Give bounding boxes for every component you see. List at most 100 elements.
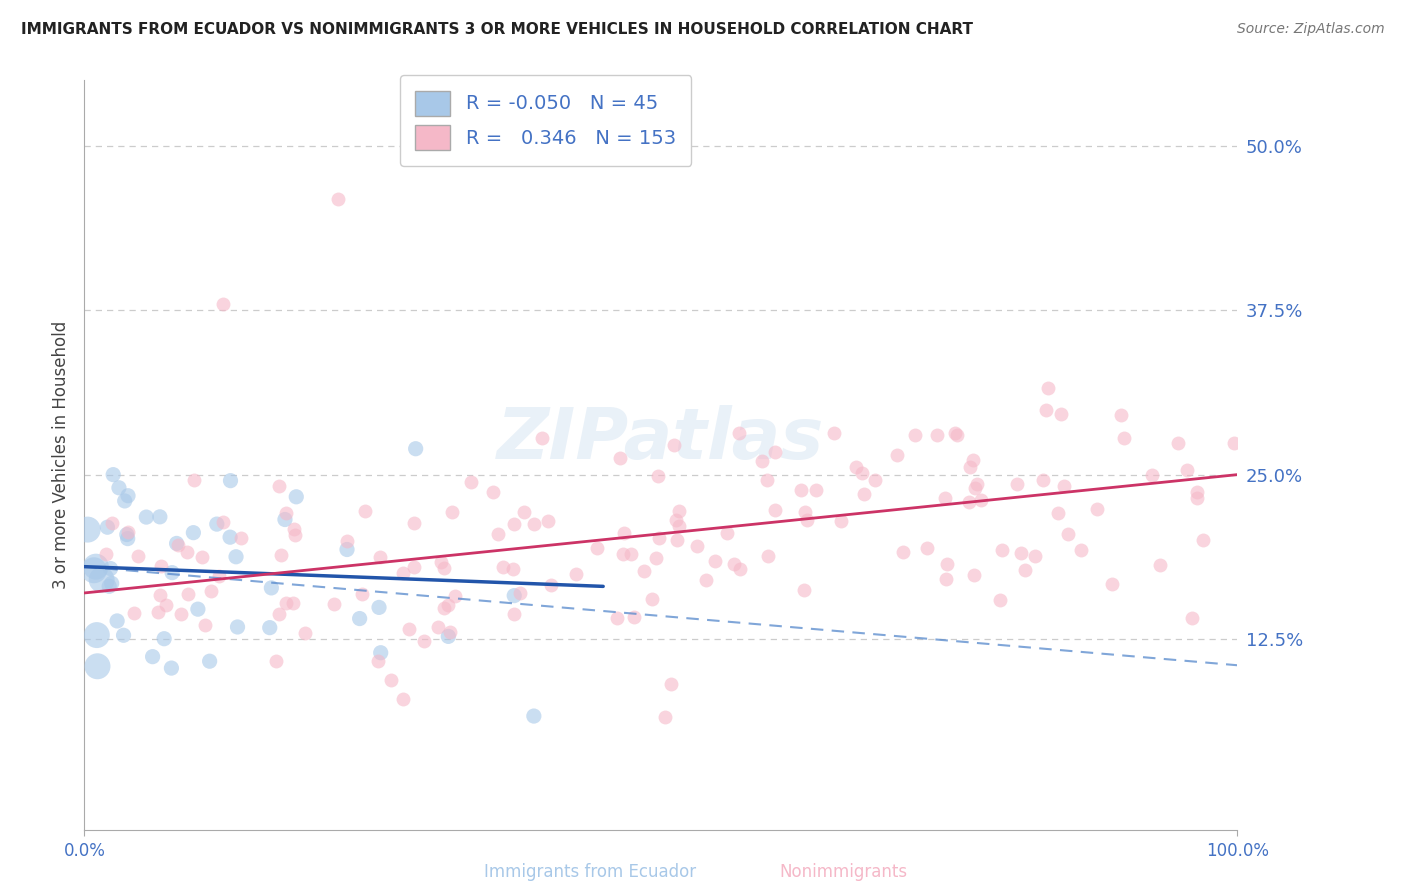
Point xyxy=(763,445,786,459)
Point xyxy=(686,539,709,553)
Point xyxy=(668,519,690,533)
Point xyxy=(114,494,136,508)
Point xyxy=(1057,527,1080,541)
Point xyxy=(225,549,247,564)
Point xyxy=(623,610,645,624)
Point xyxy=(368,549,391,564)
Point xyxy=(620,547,643,561)
Point xyxy=(1024,549,1046,564)
Point xyxy=(437,629,460,643)
Point xyxy=(756,549,779,563)
Point xyxy=(368,600,391,615)
Point xyxy=(460,475,482,489)
Point xyxy=(150,558,173,573)
Point xyxy=(886,448,908,462)
Point xyxy=(755,473,778,487)
Point xyxy=(647,469,669,483)
Point xyxy=(523,517,546,532)
Point xyxy=(503,607,526,621)
Point xyxy=(108,481,131,495)
Point xyxy=(176,544,198,558)
Point xyxy=(659,677,682,691)
Point xyxy=(957,495,980,509)
Point xyxy=(205,517,228,532)
Point xyxy=(1047,507,1070,521)
Point xyxy=(586,541,609,556)
Point xyxy=(668,504,690,518)
Point xyxy=(728,562,751,576)
Point xyxy=(633,564,655,578)
Point xyxy=(90,573,112,587)
Point xyxy=(283,596,305,610)
Point xyxy=(925,427,948,442)
Point xyxy=(934,491,956,505)
Point xyxy=(336,533,359,548)
Point xyxy=(166,536,188,550)
Point xyxy=(285,490,308,504)
Point xyxy=(486,527,509,541)
Point xyxy=(606,611,628,625)
Text: ZIPatlas: ZIPatlas xyxy=(498,406,824,475)
Point xyxy=(443,589,465,603)
Point xyxy=(1052,478,1074,492)
Text: Source: ZipAtlas.com: Source: ZipAtlas.com xyxy=(1237,22,1385,37)
Point xyxy=(219,530,242,544)
Point xyxy=(160,661,183,675)
Point xyxy=(391,566,413,580)
Point xyxy=(352,587,374,601)
Point xyxy=(191,549,214,564)
Point xyxy=(219,474,242,488)
Point xyxy=(198,654,221,668)
Point xyxy=(146,605,169,619)
Point xyxy=(1223,435,1246,450)
Point xyxy=(160,566,183,580)
Point xyxy=(117,532,139,546)
Point xyxy=(142,649,165,664)
Point xyxy=(1185,491,1208,505)
Point xyxy=(127,549,149,564)
Point xyxy=(648,531,671,545)
Point xyxy=(481,484,503,499)
Point xyxy=(354,503,377,517)
Point xyxy=(112,628,135,642)
Point xyxy=(641,592,664,607)
Point xyxy=(695,574,717,588)
Point xyxy=(503,517,526,532)
Point xyxy=(530,431,553,445)
Point xyxy=(1167,436,1189,450)
Text: IMMIGRANTS FROM ECUADOR VS NONIMMIGRANTS 3 OR MORE VEHICLES IN HOUSEHOLD CORRELA: IMMIGRANTS FROM ECUADOR VS NONIMMIGRANTS… xyxy=(21,22,973,37)
Point xyxy=(728,426,751,441)
Point xyxy=(94,547,117,561)
Point xyxy=(612,547,634,561)
Point xyxy=(194,617,217,632)
Point xyxy=(83,563,105,577)
Point xyxy=(1175,463,1198,477)
Point xyxy=(666,533,689,548)
Point xyxy=(891,545,914,559)
Point xyxy=(437,598,460,612)
Point xyxy=(426,620,449,634)
Point xyxy=(391,692,413,706)
Point xyxy=(1192,533,1215,547)
Point xyxy=(790,483,813,498)
Point xyxy=(853,487,876,501)
Point xyxy=(402,560,425,574)
Point xyxy=(264,654,287,668)
Point xyxy=(796,513,818,527)
Point xyxy=(936,557,959,571)
Point xyxy=(1032,473,1054,487)
Point xyxy=(962,453,984,467)
Point xyxy=(804,483,827,497)
Point xyxy=(211,297,233,311)
Point xyxy=(959,460,981,475)
Point xyxy=(326,192,349,206)
Point xyxy=(536,514,558,528)
Point xyxy=(212,515,235,529)
Point xyxy=(229,531,252,545)
Legend: R = -0.050   N = 45, R =   0.346   N = 153: R = -0.050 N = 45, R = 0.346 N = 153 xyxy=(399,75,692,166)
Point xyxy=(429,555,451,569)
Point xyxy=(565,567,588,582)
Point xyxy=(101,516,124,530)
Point xyxy=(259,621,281,635)
Point xyxy=(1085,502,1108,516)
